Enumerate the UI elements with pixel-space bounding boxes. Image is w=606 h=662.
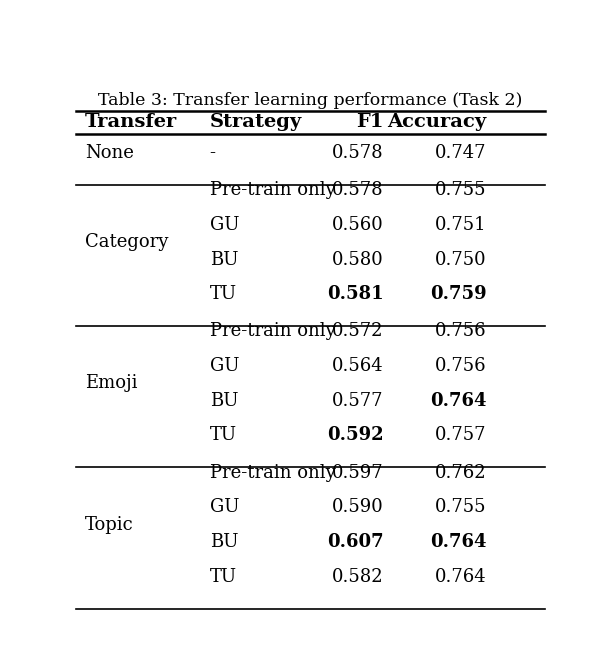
Text: 0.762: 0.762 xyxy=(435,463,487,482)
Text: TU: TU xyxy=(210,567,237,586)
Text: 0.578: 0.578 xyxy=(331,181,384,199)
Text: 0.756: 0.756 xyxy=(435,357,487,375)
Text: 0.756: 0.756 xyxy=(435,322,487,340)
Text: 0.597: 0.597 xyxy=(331,463,384,482)
Text: 0.747: 0.747 xyxy=(435,144,487,162)
Text: BU: BU xyxy=(210,251,238,269)
Text: GU: GU xyxy=(210,357,239,375)
Text: Accuracy: Accuracy xyxy=(387,113,487,131)
Text: Table 3: Transfer learning performance (Task 2): Table 3: Transfer learning performance (… xyxy=(98,92,523,109)
Text: 0.572: 0.572 xyxy=(332,322,384,340)
Text: 0.590: 0.590 xyxy=(331,498,384,516)
Text: 0.577: 0.577 xyxy=(332,392,384,410)
Text: Transfer: Transfer xyxy=(85,113,178,131)
Text: 0.757: 0.757 xyxy=(435,426,487,444)
Text: Pre-train only: Pre-train only xyxy=(210,181,335,199)
Text: 0.751: 0.751 xyxy=(435,216,487,234)
Text: 0.581: 0.581 xyxy=(327,285,384,303)
Text: Topic: Topic xyxy=(85,516,134,534)
Text: BU: BU xyxy=(210,392,238,410)
Text: TU: TU xyxy=(210,285,237,303)
Text: F1: F1 xyxy=(356,113,384,131)
Text: 0.764: 0.764 xyxy=(430,533,487,551)
Text: 0.750: 0.750 xyxy=(435,251,487,269)
Text: 0.560: 0.560 xyxy=(331,216,384,234)
Text: 0.759: 0.759 xyxy=(430,285,487,303)
Text: Pre-train only: Pre-train only xyxy=(210,322,335,340)
Text: 0.755: 0.755 xyxy=(435,181,487,199)
Text: 0.764: 0.764 xyxy=(435,567,487,586)
Text: GU: GU xyxy=(210,216,239,234)
Text: GU: GU xyxy=(210,498,239,516)
Text: Strategy: Strategy xyxy=(210,113,302,131)
Text: BU: BU xyxy=(210,533,238,551)
Text: 0.755: 0.755 xyxy=(435,498,487,516)
Text: Emoji: Emoji xyxy=(85,375,138,393)
Text: 0.580: 0.580 xyxy=(331,251,384,269)
Text: -: - xyxy=(210,144,216,162)
Text: 0.764: 0.764 xyxy=(430,392,487,410)
Text: TU: TU xyxy=(210,426,237,444)
Text: 0.564: 0.564 xyxy=(331,357,384,375)
Text: 0.592: 0.592 xyxy=(327,426,384,444)
Text: Category: Category xyxy=(85,233,168,252)
Text: 0.578: 0.578 xyxy=(331,144,384,162)
Text: None: None xyxy=(85,144,134,162)
Text: 0.582: 0.582 xyxy=(331,567,384,586)
Text: Pre-train only: Pre-train only xyxy=(210,463,335,482)
Text: 0.607: 0.607 xyxy=(327,533,384,551)
